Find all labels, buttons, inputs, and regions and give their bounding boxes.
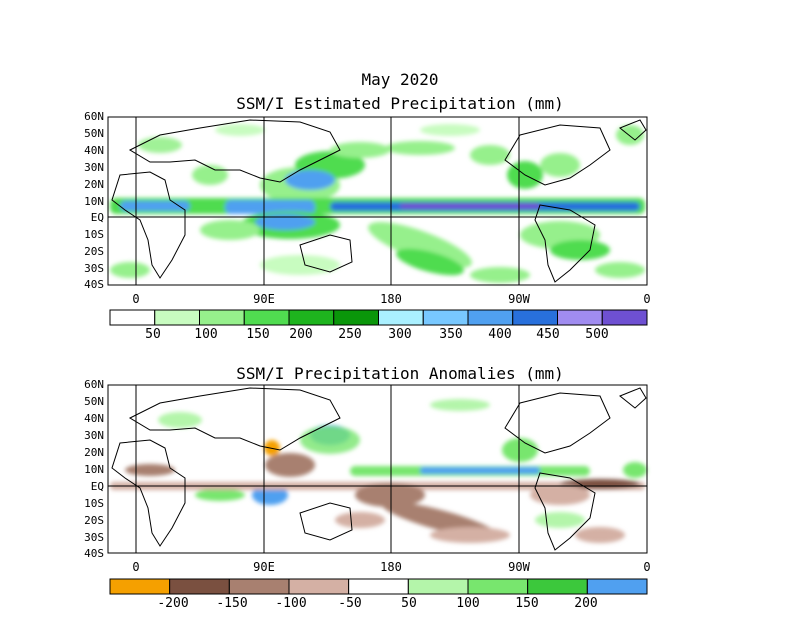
colorbar-tick-label: 350 [439, 327, 463, 342]
lat-label: EQ [90, 211, 104, 224]
colorbar-swatch [586, 578, 648, 595]
lon-label: 90W [508, 560, 530, 574]
lat-label: 20S [84, 514, 104, 527]
lon-label: 0 [643, 560, 651, 574]
colorbar-tick-label: -100 [275, 596, 307, 611]
colorbar-swatch [467, 309, 514, 326]
colorbar-swatch [601, 309, 648, 326]
lat-label: EQ [90, 480, 104, 493]
colorbar-tick-label: 500 [585, 327, 609, 342]
precip-map [107, 116, 648, 286]
precip-coastlines [111, 119, 647, 283]
lat-label: 40S [84, 278, 104, 291]
colorbar-swatch [154, 309, 200, 326]
colorbar-swatch [243, 309, 290, 326]
lon-label: 180 [380, 560, 402, 574]
lat-label: 30N [84, 161, 104, 174]
lat-label: 40N [84, 144, 104, 157]
lat-label: 50N [84, 395, 104, 408]
colorbar-swatch [422, 309, 469, 326]
lat-label: 30S [84, 531, 104, 544]
lat-label: 20S [84, 245, 104, 258]
colorbar-swatch [109, 309, 156, 326]
colorbar-tick-label: 100 [194, 327, 218, 342]
lon-label: 90W [508, 292, 530, 306]
anomaly-map [107, 384, 648, 554]
colorbar-swatch [557, 309, 603, 326]
colorbar-tick-label: 450 [536, 327, 560, 342]
colorbar-swatch [333, 309, 379, 326]
lon-label: 90E [253, 560, 275, 574]
colorbar-swatch [512, 309, 558, 326]
colorbar-swatch [288, 578, 350, 595]
lat-label: 50N [84, 127, 104, 140]
lon-label: 180 [380, 292, 402, 306]
lat-label: 60N [84, 110, 104, 123]
colorbar-tick-label: 300 [388, 327, 412, 342]
colorbar-swatch [199, 309, 245, 326]
lat-label: 40N [84, 412, 104, 425]
lon-label: 90E [253, 292, 275, 306]
colorbar-swatch [527, 578, 588, 595]
lat-label: 20N [84, 178, 104, 191]
colorbar-tick-label: 50 [401, 596, 417, 611]
lon-label: 0 [643, 292, 651, 306]
colorbar-swatch [169, 578, 230, 595]
colorbar-tick-label: 150 [515, 596, 539, 611]
lat-label: 10N [84, 463, 104, 476]
colorbar-tick-label: 400 [488, 327, 512, 342]
colorbar-tick-label: -150 [216, 596, 248, 611]
colorbar-swatch [467, 578, 529, 595]
lat-label: 10S [84, 228, 104, 241]
colorbar-swatch [407, 578, 469, 595]
colorbar-swatch [348, 578, 409, 595]
colorbar-tick-label: 50 [145, 327, 161, 342]
colorbar-swatch [228, 578, 290, 595]
precip-panel-title: SSM/I Estimated Precipitation (mm) [236, 94, 564, 113]
colorbar-swatch [109, 578, 171, 595]
lat-label: 30N [84, 429, 104, 442]
precip-field [110, 124, 645, 283]
anomaly-colorbar [109, 578, 648, 595]
colorbar-tick-label: -200 [157, 596, 189, 611]
lat-label: 20N [84, 446, 104, 459]
lat-label: 40S [84, 547, 104, 560]
lon-label: 0 [132, 560, 140, 574]
lat-label: 30S [84, 262, 104, 275]
colorbar-tick-label: 150 [246, 327, 270, 342]
colorbar-tick-label: 250 [338, 327, 362, 342]
colorbar-tick-label: 200 [574, 596, 598, 611]
precip-colorbar [109, 309, 648, 326]
colorbar-tick-label: -50 [338, 596, 362, 611]
colorbar-tick-label: 100 [456, 596, 480, 611]
lat-label: 10S [84, 497, 104, 510]
colorbar-swatch [288, 309, 335, 326]
lat-label: 60N [84, 378, 104, 391]
colorbar-tick-label: 200 [289, 327, 313, 342]
lat-label: 10N [84, 195, 104, 208]
lon-label: 0 [132, 292, 140, 306]
anomaly-panel-title: SSM/I Precipitation Anomalies (mm) [236, 364, 564, 383]
month-title: May 2020 [361, 70, 439, 89]
colorbar-swatch [378, 309, 424, 326]
